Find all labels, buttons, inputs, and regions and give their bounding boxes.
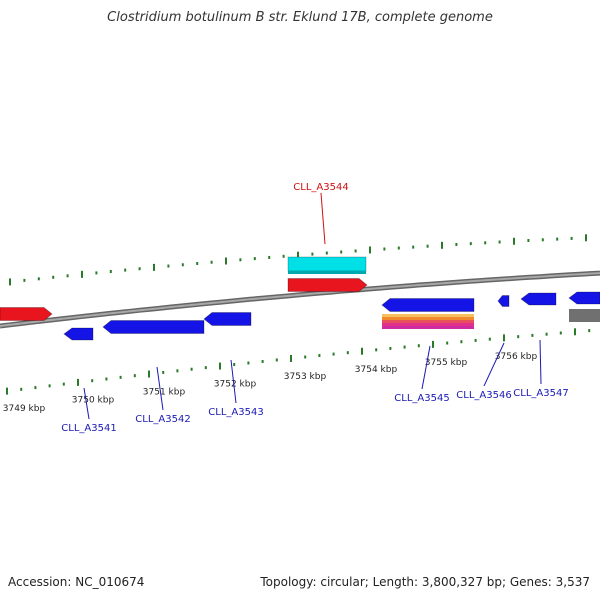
genome-stats-text: Topology: circular; Length: 3,800,327 bp… [260, 575, 590, 589]
gene-forward [0, 307, 53, 321]
gene-label: CLL_A3542 [135, 414, 190, 425]
feature-band [382, 320, 474, 323]
gene-label: CLL_A3543 [208, 407, 263, 418]
scale-label: 3756 kbp [495, 352, 538, 362]
gene-reverse [568, 291, 600, 305]
feature-band [382, 326, 474, 329]
scale-label: 3751 kbp [143, 387, 186, 397]
scale-label: 3749 kbp [3, 404, 46, 414]
scale-label: 3750 kbp [72, 396, 115, 406]
leader-line [421, 345, 431, 390]
gene-label: CLL_A3547 [513, 388, 568, 399]
gene-cll-a3541 [63, 327, 94, 341]
feature-band [382, 323, 474, 326]
gene-cll-a3542 [102, 320, 205, 334]
leader-line [156, 366, 164, 411]
leader-line [230, 359, 237, 404]
map-title: Clostridium botulinum B str. Eklund 17B,… [107, 10, 493, 25]
leader-line [83, 387, 90, 420]
scale-label: 3755 kbp [425, 358, 468, 368]
leader-line [483, 342, 505, 387]
feature-band [382, 317, 474, 320]
gene-cll-a3544 [287, 278, 368, 292]
gene-label: CLL_A3541 [61, 423, 116, 434]
leader-line [539, 339, 542, 385]
gene-cll-a3545 [381, 298, 475, 312]
scale-label: 3754 kbp [355, 365, 398, 375]
pseudo-gene [569, 309, 600, 322]
feature-band [382, 314, 474, 317]
accession-text: Accession: NC_010674 [8, 575, 145, 589]
rna-feature [287, 256, 367, 272]
gene-cll-a3547 [520, 292, 557, 306]
scale-label: 3752 kbp [214, 379, 257, 389]
leader-line [320, 192, 326, 245]
gene-cll-a3543 [203, 312, 252, 326]
scale-label: 3753 kbp [284, 372, 327, 382]
gene-label: CLL_A3546 [456, 390, 511, 401]
rna-feature-edge [288, 271, 366, 274]
gene-label: CLL_A3544 [293, 182, 348, 193]
gene-cll-a3546 [497, 295, 510, 307]
gene-label: CLL_A3545 [394, 393, 449, 404]
backbone-highlight [0, 272, 600, 327]
